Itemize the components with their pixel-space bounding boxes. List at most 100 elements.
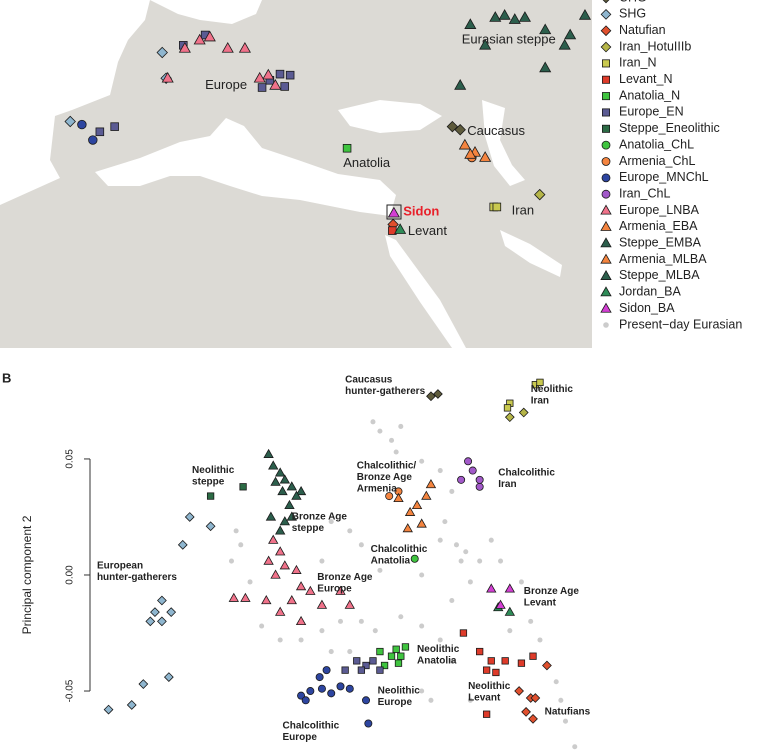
legend-marker [600, 25, 612, 37]
point [376, 647, 384, 656]
point [265, 511, 277, 521]
point [233, 528, 239, 534]
annotation: steppe [192, 477, 225, 488]
point [495, 599, 506, 609]
map-site [95, 127, 105, 137]
annotation: Bronze Age [317, 572, 373, 583]
point [410, 554, 419, 563]
map-site [161, 71, 174, 83]
annotation: Anatolia [371, 556, 411, 567]
map-label: Anatolia [343, 155, 391, 170]
point [459, 629, 468, 637]
point [416, 518, 427, 528]
annotation: Armenia [357, 484, 397, 495]
annotation: Bronze Age [357, 472, 413, 483]
point [463, 549, 469, 555]
black-sea [338, 100, 442, 133]
annotation: hunter-gatherers [345, 386, 425, 397]
legend-label: Levant_N [619, 72, 673, 86]
point [536, 378, 544, 387]
map-site [564, 28, 577, 40]
annotation: Neolithic [378, 686, 421, 697]
point [421, 490, 432, 500]
point [291, 490, 302, 500]
point [305, 585, 316, 595]
legend-marker [600, 41, 612, 53]
map-site [253, 71, 266, 83]
annotation: Neolithic [531, 384, 574, 395]
point [475, 475, 484, 484]
point [358, 542, 364, 548]
legend-marker [602, 75, 611, 84]
point [328, 649, 334, 655]
legend-marker [600, 237, 612, 248]
map-label: Sidon [403, 204, 439, 219]
point [501, 657, 509, 665]
map-site [539, 23, 552, 35]
legend-label: Europe_LNBA [619, 203, 700, 217]
mediterranean [95, 118, 396, 216]
point [467, 697, 473, 703]
point [322, 666, 331, 675]
legend-marker [600, 286, 612, 297]
point [357, 666, 366, 674]
map-label: Europe [205, 77, 247, 92]
persian-gulf [500, 230, 562, 277]
point [286, 511, 297, 521]
point [507, 628, 513, 634]
legend-marker [601, 157, 611, 166]
annotation: Levant [524, 597, 557, 608]
point [380, 661, 389, 670]
legend-label: Sidon_BA [619, 301, 675, 315]
map-site [280, 82, 289, 91]
point [425, 478, 437, 489]
point [458, 558, 464, 564]
point [467, 579, 473, 585]
annotation: Anatolia [417, 655, 457, 666]
legend-label: Steppe_EMBA [619, 236, 702, 250]
point [228, 558, 235, 564]
point [437, 537, 443, 543]
point [369, 657, 377, 665]
point [315, 673, 324, 682]
point [498, 558, 504, 564]
legend-label: Armenia_MLBA [619, 252, 707, 266]
legend-label: SHG [619, 7, 646, 21]
y-axis-label: Principal component 2 [20, 515, 34, 634]
legend-marker [602, 59, 611, 68]
point [449, 488, 455, 494]
point [277, 485, 288, 496]
point [377, 567, 383, 573]
point [468, 466, 477, 475]
map-site [479, 151, 492, 162]
legend-marker [601, 189, 611, 199]
point [464, 457, 473, 466]
point [150, 607, 160, 618]
legend-marker [600, 8, 612, 20]
point [316, 599, 328, 609]
map-label: Iran [512, 203, 534, 218]
point [572, 744, 578, 750]
map-site [178, 41, 191, 53]
point [295, 615, 307, 626]
point [528, 713, 538, 724]
point [553, 679, 559, 685]
point [528, 618, 534, 624]
panel-label: B [2, 370, 11, 385]
map-site [203, 30, 216, 42]
map-site [262, 68, 275, 80]
point [206, 492, 215, 500]
point [393, 449, 399, 455]
legend-label: Europe_MNChL [619, 170, 709, 184]
annotation: Chalcolithic [283, 720, 340, 731]
point [319, 628, 325, 634]
map-site [454, 79, 467, 90]
annotation: Iran [498, 479, 516, 490]
annotation: Bronze Age [524, 586, 580, 597]
point [247, 579, 253, 585]
point [279, 516, 291, 526]
map-site [558, 38, 571, 50]
point [358, 618, 364, 624]
map-site [387, 206, 400, 218]
